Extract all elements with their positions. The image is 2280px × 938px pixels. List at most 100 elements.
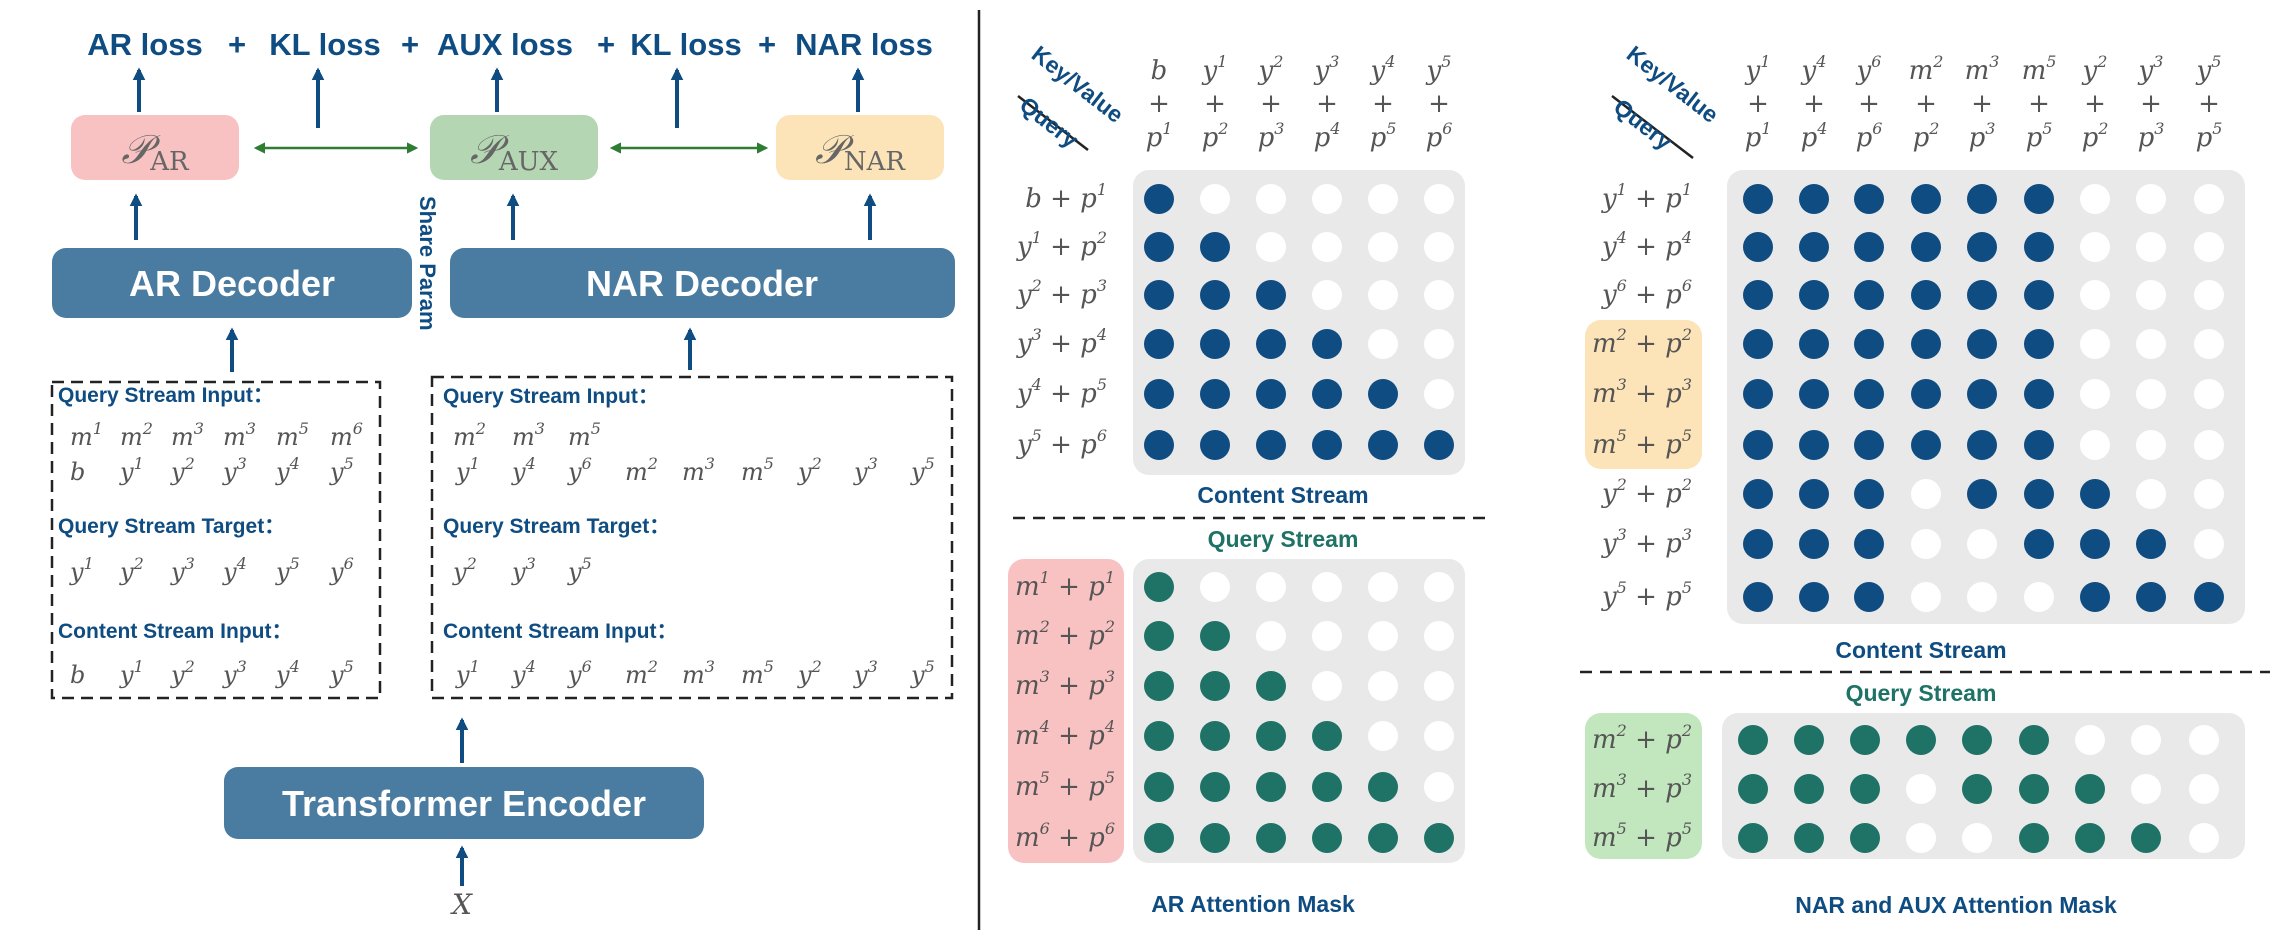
mask-dot-attend	[1967, 430, 1997, 460]
nar-query-mask-dots	[1738, 725, 2219, 853]
mask-dot-attend	[1312, 329, 1342, 359]
token: y3	[853, 657, 878, 689]
header-diagonal	[1017, 95, 1089, 151]
mask-dot-attend	[1799, 430, 1829, 460]
query-label: Query	[1609, 93, 1678, 155]
mask-dot-attend	[1256, 823, 1286, 853]
column-token: y3	[1314, 52, 1340, 86]
mask-dot-blocked	[1312, 572, 1342, 602]
token: y2	[170, 657, 195, 689]
token: y1	[119, 657, 144, 689]
ar-query-mask-bg	[1133, 559, 1465, 863]
ar-attention-mask-panel: Key/Value Query b+p1y1+p2y2+p3y3+p4y4+p5…	[1008, 40, 1487, 917]
mask-dot-blocked	[1424, 379, 1454, 409]
mask-column-header: b+p1	[1146, 56, 1173, 153]
mask-dot-attend	[1850, 823, 1880, 853]
mask-dot-blocked	[2194, 529, 2224, 559]
token: y4	[275, 454, 300, 486]
ar-content-stream-label: Content Stream	[1197, 482, 1368, 508]
mask-dot-attend	[1312, 823, 1342, 853]
mask-dot-attend	[1967, 280, 1997, 310]
mask-dot-attend	[1794, 823, 1824, 853]
mask-dot-attend	[1967, 184, 1997, 214]
loss-arrows	[132, 67, 865, 128]
mask-dot-blocked	[2194, 232, 2224, 262]
ar-content-row-labels: b + p1 y1 + p2 y2 + p3 y3 + p4 y4 + p5 y5 + p…	[1016, 180, 1107, 460]
column-token: y6	[1856, 52, 1882, 86]
token: y4	[511, 657, 536, 689]
mask-column-header: m2+p2	[1909, 52, 1944, 153]
mask-dot-blocked	[2080, 329, 2110, 359]
nar-query-input-label: Query Stream Input：	[443, 385, 659, 408]
nar-content-input-label: Content Stream Input：	[443, 620, 678, 643]
mask-dot-attend	[1368, 823, 1398, 853]
mask-dot-blocked	[2136, 280, 2166, 310]
mask-dot-attend	[2019, 823, 2049, 853]
column-plus: +	[1971, 89, 1993, 119]
ar-decoder-box	[52, 248, 412, 318]
column-plus: +	[2084, 89, 2106, 119]
mask-dot-blocked	[1200, 572, 1230, 602]
mask-dot-blocked	[2136, 430, 2166, 460]
mask-row-label: y3 + p4	[1016, 325, 1107, 359]
mask-row-label: m1 + p1	[1015, 568, 1115, 602]
token: y1	[69, 554, 94, 586]
plus-sign: +	[597, 27, 615, 62]
input-arrows	[225, 327, 697, 372]
column-plus: +	[1372, 89, 1394, 119]
mask-dot-attend	[1738, 725, 1768, 755]
mask-row-label: y5 + p5	[1601, 578, 1692, 612]
mask-dot-attend	[1743, 379, 1773, 409]
mask-dot-attend	[1854, 479, 1884, 509]
mask-dot-attend	[2080, 529, 2110, 559]
ar-query-target-row: y1 y2 y3 y4 y5 y6	[69, 554, 354, 586]
mask-dot-blocked	[1424, 772, 1454, 802]
mask-dot-blocked	[2194, 479, 2224, 509]
header-diagonal	[1611, 95, 1694, 159]
column-plus: +	[1915, 89, 1937, 119]
mask-dot-blocked	[2080, 430, 2110, 460]
mask-dot-attend	[1144, 379, 1174, 409]
nar-content-highlight	[1585, 320, 1702, 469]
mask-dot-blocked	[1368, 329, 1398, 359]
column-token: y5	[1426, 52, 1452, 86]
mask-dot-attend	[1200, 430, 1230, 460]
nar-decoder-box	[450, 248, 955, 318]
mask-dot-attend	[1799, 582, 1829, 612]
mask-row-label: y1 + p2	[1016, 228, 1107, 262]
token: y2	[797, 657, 822, 689]
nar-query-target-label: Query Stream Target：	[443, 515, 670, 538]
mask-row-label: y6 + p6	[1601, 276, 1692, 310]
mask-dot-attend	[2131, 823, 2161, 853]
column-plus: +	[1803, 89, 1825, 119]
mask-dot-blocked	[2189, 725, 2219, 755]
mask-dot-attend	[1256, 329, 1286, 359]
mask-dot-blocked	[2075, 725, 2105, 755]
mask-column-header: y1+p2	[1202, 52, 1229, 153]
mask-dot-attend	[1368, 430, 1398, 460]
mask-dot-attend	[2024, 329, 2054, 359]
mask-dot-attend	[1200, 671, 1230, 701]
column-token: y4	[1370, 52, 1396, 86]
ar-query-row-labels: m1 + p1 m2 + p2 m3 + p3 m4 + p4 m5 + p5 m6 + …	[1015, 568, 1115, 853]
ar-query-highlight	[1008, 559, 1124, 863]
token: y6	[329, 554, 354, 586]
mask-row-label: y2 + p3	[1016, 276, 1107, 310]
mask-dot-blocked	[2024, 582, 2054, 612]
ar-content-input-row: b y1 y2 y3 y4 y5	[70, 657, 354, 689]
mask-dot-attend	[1368, 772, 1398, 802]
column-token: y5	[2196, 52, 2222, 86]
mask-dot-blocked	[1424, 232, 1454, 262]
column-plus: +	[1858, 89, 1880, 119]
mask-dot-attend	[1906, 725, 1936, 755]
mask-dot-blocked	[1312, 184, 1342, 214]
loss-row: AR loss + KL loss + AUX loss + KL loss +…	[87, 27, 933, 62]
token: y4	[511, 454, 536, 486]
mask-dot-attend	[2024, 184, 2054, 214]
mask-row-label: m6 + p6	[1015, 819, 1115, 853]
mask-dot-attend	[1256, 772, 1286, 802]
mask-column-header: y2+p2	[2082, 52, 2109, 153]
mask-dot-attend	[2024, 430, 2054, 460]
mask-dot-attend	[1854, 232, 1884, 262]
column-plus: +	[2140, 89, 2162, 119]
